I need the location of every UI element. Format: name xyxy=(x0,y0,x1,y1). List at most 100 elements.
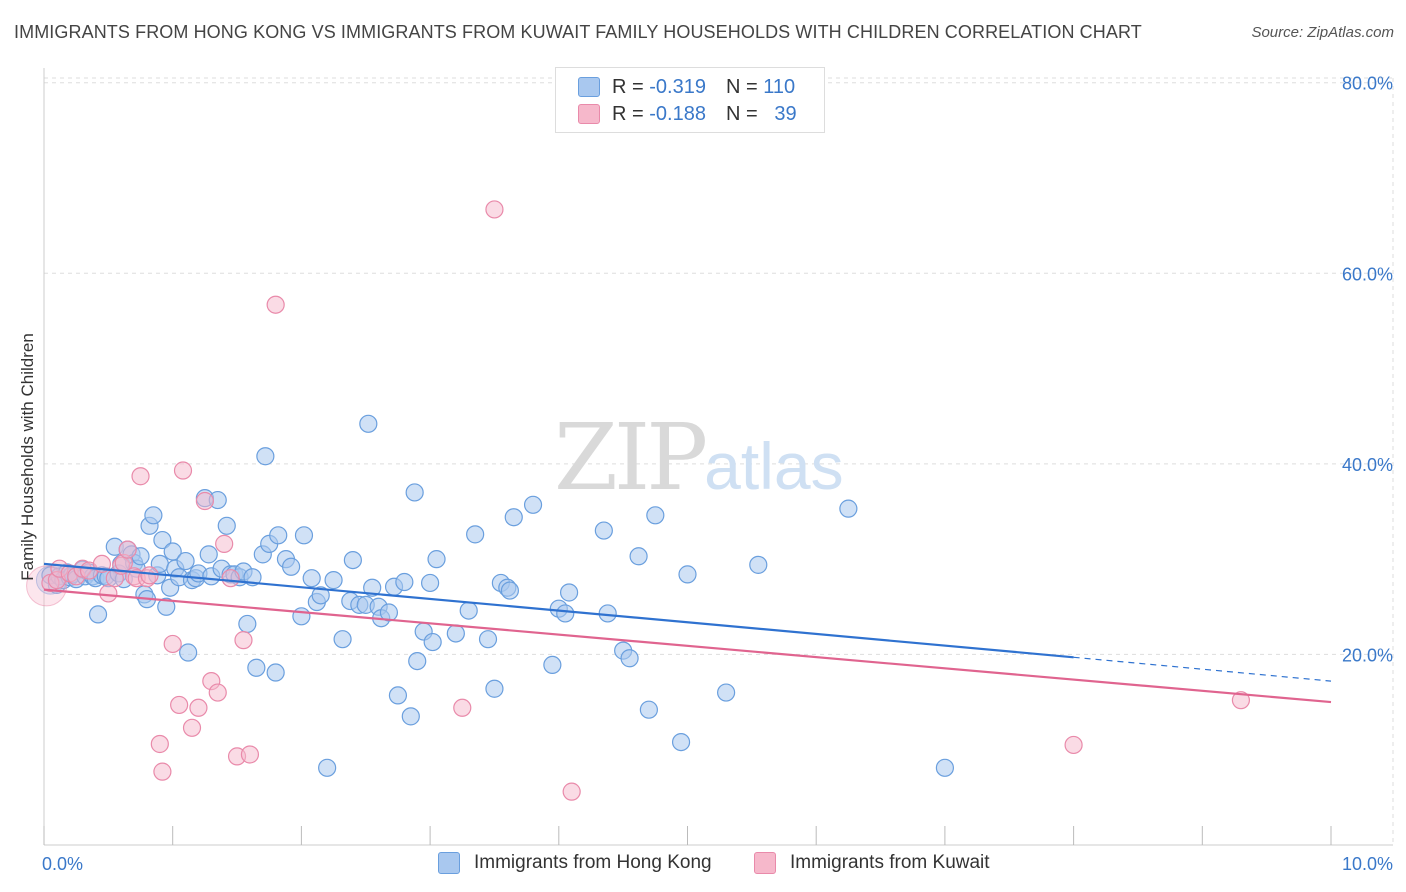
x-tick-label: 10.0% xyxy=(1342,854,1393,874)
data-point-hong-kong xyxy=(408,651,427,671)
trend-line-kuwait xyxy=(43,588,1332,704)
data-point-hong-kong xyxy=(238,614,257,634)
data-point-kuwait xyxy=(140,566,159,585)
legend-n-label: N = xyxy=(725,75,758,98)
data-point-kuwait xyxy=(1064,735,1083,755)
data-point-hong-kong xyxy=(144,506,163,525)
data-point-hong-kong xyxy=(292,607,311,626)
data-point-kuwait xyxy=(485,200,504,219)
data-point-hong-kong xyxy=(379,603,399,622)
legend-r-label: R = xyxy=(612,102,644,125)
data-point-hong-kong xyxy=(523,495,543,514)
data-point-hong-kong xyxy=(466,525,485,544)
data-point-hong-kong xyxy=(500,581,519,600)
legend-swatch-kuwait xyxy=(754,852,776,874)
watermark-atlas: atlas xyxy=(704,429,844,503)
data-point-hong-kong xyxy=(217,516,236,535)
data-point-hong-kong xyxy=(88,605,108,624)
data-point-hong-kong xyxy=(405,483,424,502)
data-point-hong-kong xyxy=(256,447,275,466)
data-point-hong-kong xyxy=(324,571,343,590)
legend-item-hong-kong[interactable]: Immigrants from Hong Kong xyxy=(438,852,712,874)
data-point-kuwait xyxy=(163,634,182,654)
data-point-hong-kong xyxy=(282,557,301,576)
y-tick-label: 80.0% xyxy=(1342,74,1393,94)
data-point-kuwait xyxy=(1231,691,1251,710)
y-tick-label: 40.0% xyxy=(1342,455,1393,475)
data-point-hong-kong xyxy=(646,506,665,525)
data-point-hong-kong xyxy=(401,707,420,726)
data-point-kuwait xyxy=(562,782,581,801)
trend-line-hong-kong xyxy=(43,562,1074,659)
data-point-kuwait xyxy=(453,698,472,717)
data-point-kuwait xyxy=(221,569,240,588)
data-point-hong-kong xyxy=(629,547,648,566)
legend-row-kuwait: R = -0.188 N = 39 xyxy=(578,102,797,126)
legend-item-kuwait[interactable]: Immigrants from Kuwait xyxy=(754,852,990,874)
legend-n-label: N = xyxy=(725,102,758,125)
legend-label-hong-kong: Immigrants from Hong Kong xyxy=(474,852,712,873)
data-point-hong-kong xyxy=(559,583,579,602)
data-point-kuwait xyxy=(150,734,169,754)
data-point-kuwait xyxy=(131,467,150,486)
data-point-hong-kong xyxy=(294,526,314,545)
legend-r-label: R = xyxy=(612,75,644,98)
data-point-hong-kong xyxy=(459,601,478,620)
data-point-hong-kong xyxy=(671,732,691,752)
tick-labels: 20.0% 40.0% 60.0% 80.0% 0.0% 10.0% xyxy=(42,74,1393,874)
data-point-hong-kong xyxy=(620,649,639,668)
y-axis-title: Family Households with Children xyxy=(18,333,37,581)
data-point-hong-kong xyxy=(179,643,198,662)
data-point-hong-kong xyxy=(717,683,736,702)
data-point-kuwait xyxy=(240,745,260,764)
series-legend: Immigrants from Hong Kong Immigrants fro… xyxy=(0,852,1406,878)
watermark: ZIPatlas xyxy=(554,404,844,511)
legend-r-value: -0.319 xyxy=(649,75,706,98)
legend-swatch-pink xyxy=(578,104,600,124)
y-tick-label: 20.0% xyxy=(1342,645,1393,665)
data-point-kuwait xyxy=(195,491,214,511)
data-point-hong-kong xyxy=(247,658,266,677)
data-point-hong-kong xyxy=(388,686,408,705)
data-point-hong-kong xyxy=(749,555,768,574)
chart-title: IMMIGRANTS FROM HONG KONG VS IMMIGRANTS … xyxy=(14,22,1142,42)
data-point-hong-kong xyxy=(423,632,442,652)
axis-layer xyxy=(43,68,1393,846)
data-point-hong-kong xyxy=(153,530,172,550)
data-point-hong-kong xyxy=(639,700,658,719)
data-point-kuwait xyxy=(208,683,227,702)
data-point-hong-kong xyxy=(421,573,440,593)
data-point-hong-kong xyxy=(199,545,218,564)
data-point-hong-kong xyxy=(359,414,378,433)
data-point-kuwait xyxy=(173,461,193,480)
legend-row-hong-kong: R = -0.319 N = 110 xyxy=(578,75,795,99)
series-kuwait-points xyxy=(26,200,1251,801)
watermark-zip: ZIP xyxy=(554,404,708,511)
trend-line-hong-kong-extension xyxy=(1073,656,1332,682)
data-point-hong-kong xyxy=(427,550,446,569)
data-point-kuwait xyxy=(170,695,189,715)
legend-label-kuwait: Immigrants from Kuwait xyxy=(790,852,990,873)
data-point-hong-kong xyxy=(594,521,613,540)
data-point-hong-kong xyxy=(504,508,523,527)
data-point-hong-kong xyxy=(333,630,352,649)
legend-n-value: 110 xyxy=(763,75,796,98)
source-label: Source: ZipAtlas.com xyxy=(1251,24,1394,41)
data-point-kuwait xyxy=(266,295,285,314)
data-point-hong-kong xyxy=(839,499,858,518)
data-point-hong-kong xyxy=(485,679,504,698)
data-point-hong-kong xyxy=(446,624,465,643)
data-point-hong-kong xyxy=(478,630,498,649)
correlation-legend: R = -0.319 N = 110 R = -0.188 N = 39 xyxy=(555,67,825,133)
data-point-hong-kong xyxy=(556,604,575,623)
data-point-kuwait xyxy=(153,762,172,781)
data-point-hong-kong xyxy=(678,565,697,584)
data-point-hong-kong xyxy=(269,526,288,545)
legend-n-value: 39 xyxy=(774,102,797,125)
data-point-hong-kong xyxy=(266,663,285,682)
data-point-kuwait xyxy=(118,540,137,559)
data-point-hong-kong xyxy=(176,551,195,571)
data-point-hong-kong xyxy=(343,550,362,570)
data-point-kuwait xyxy=(99,584,118,603)
